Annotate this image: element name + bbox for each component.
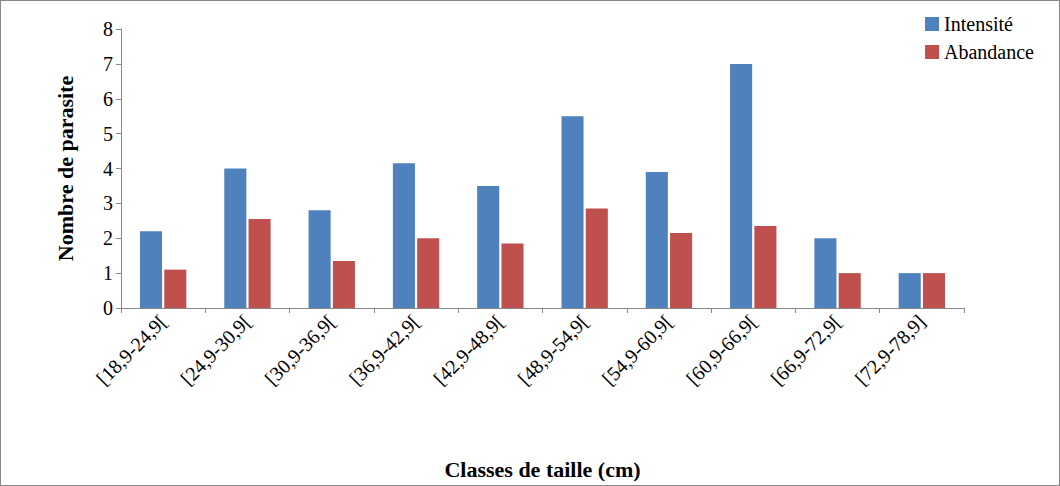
svg-text:Classes de taille (cm): Classes de taille (cm) <box>444 457 640 482</box>
svg-text:6: 6 <box>103 88 113 110</box>
svg-text:[24,9-30,9[: [24,9-30,9[ <box>176 310 255 389</box>
svg-text:8: 8 <box>103 18 113 40</box>
svg-text:[30,9-36,9[: [30,9-36,9[ <box>260 310 339 389</box>
svg-text:[54,9-60,9[: [54,9-60,9[ <box>598 310 677 389</box>
svg-text:[66,9-72,9[: [66,9-72,9[ <box>766 310 845 389</box>
svg-text:Intensité: Intensité <box>944 13 1013 35</box>
svg-text:[60,9-66,9[: [60,9-66,9[ <box>682 310 761 389</box>
svg-text:2: 2 <box>103 227 113 249</box>
svg-text:Nombre de parasite: Nombre de parasite <box>53 76 78 262</box>
svg-text:1: 1 <box>103 262 113 284</box>
svg-text:[72,9-78,9]: [72,9-78,9] <box>850 310 929 389</box>
svg-text:[36,9-42,9[: [36,9-42,9[ <box>345 310 424 389</box>
svg-text:0: 0 <box>103 297 113 319</box>
svg-text:[48,9-54,9[: [48,9-54,9[ <box>513 310 592 389</box>
svg-text:Abandance: Abandance <box>944 41 1034 63</box>
svg-text:3: 3 <box>103 192 113 214</box>
svg-text:4: 4 <box>103 158 113 180</box>
svg-text:[42,9-48,9[: [42,9-48,9[ <box>429 310 508 389</box>
svg-text:5: 5 <box>103 123 113 145</box>
svg-text:7: 7 <box>103 53 113 75</box>
svg-text:[18,9-24,9[: [18,9-24,9[ <box>92 310 171 389</box>
